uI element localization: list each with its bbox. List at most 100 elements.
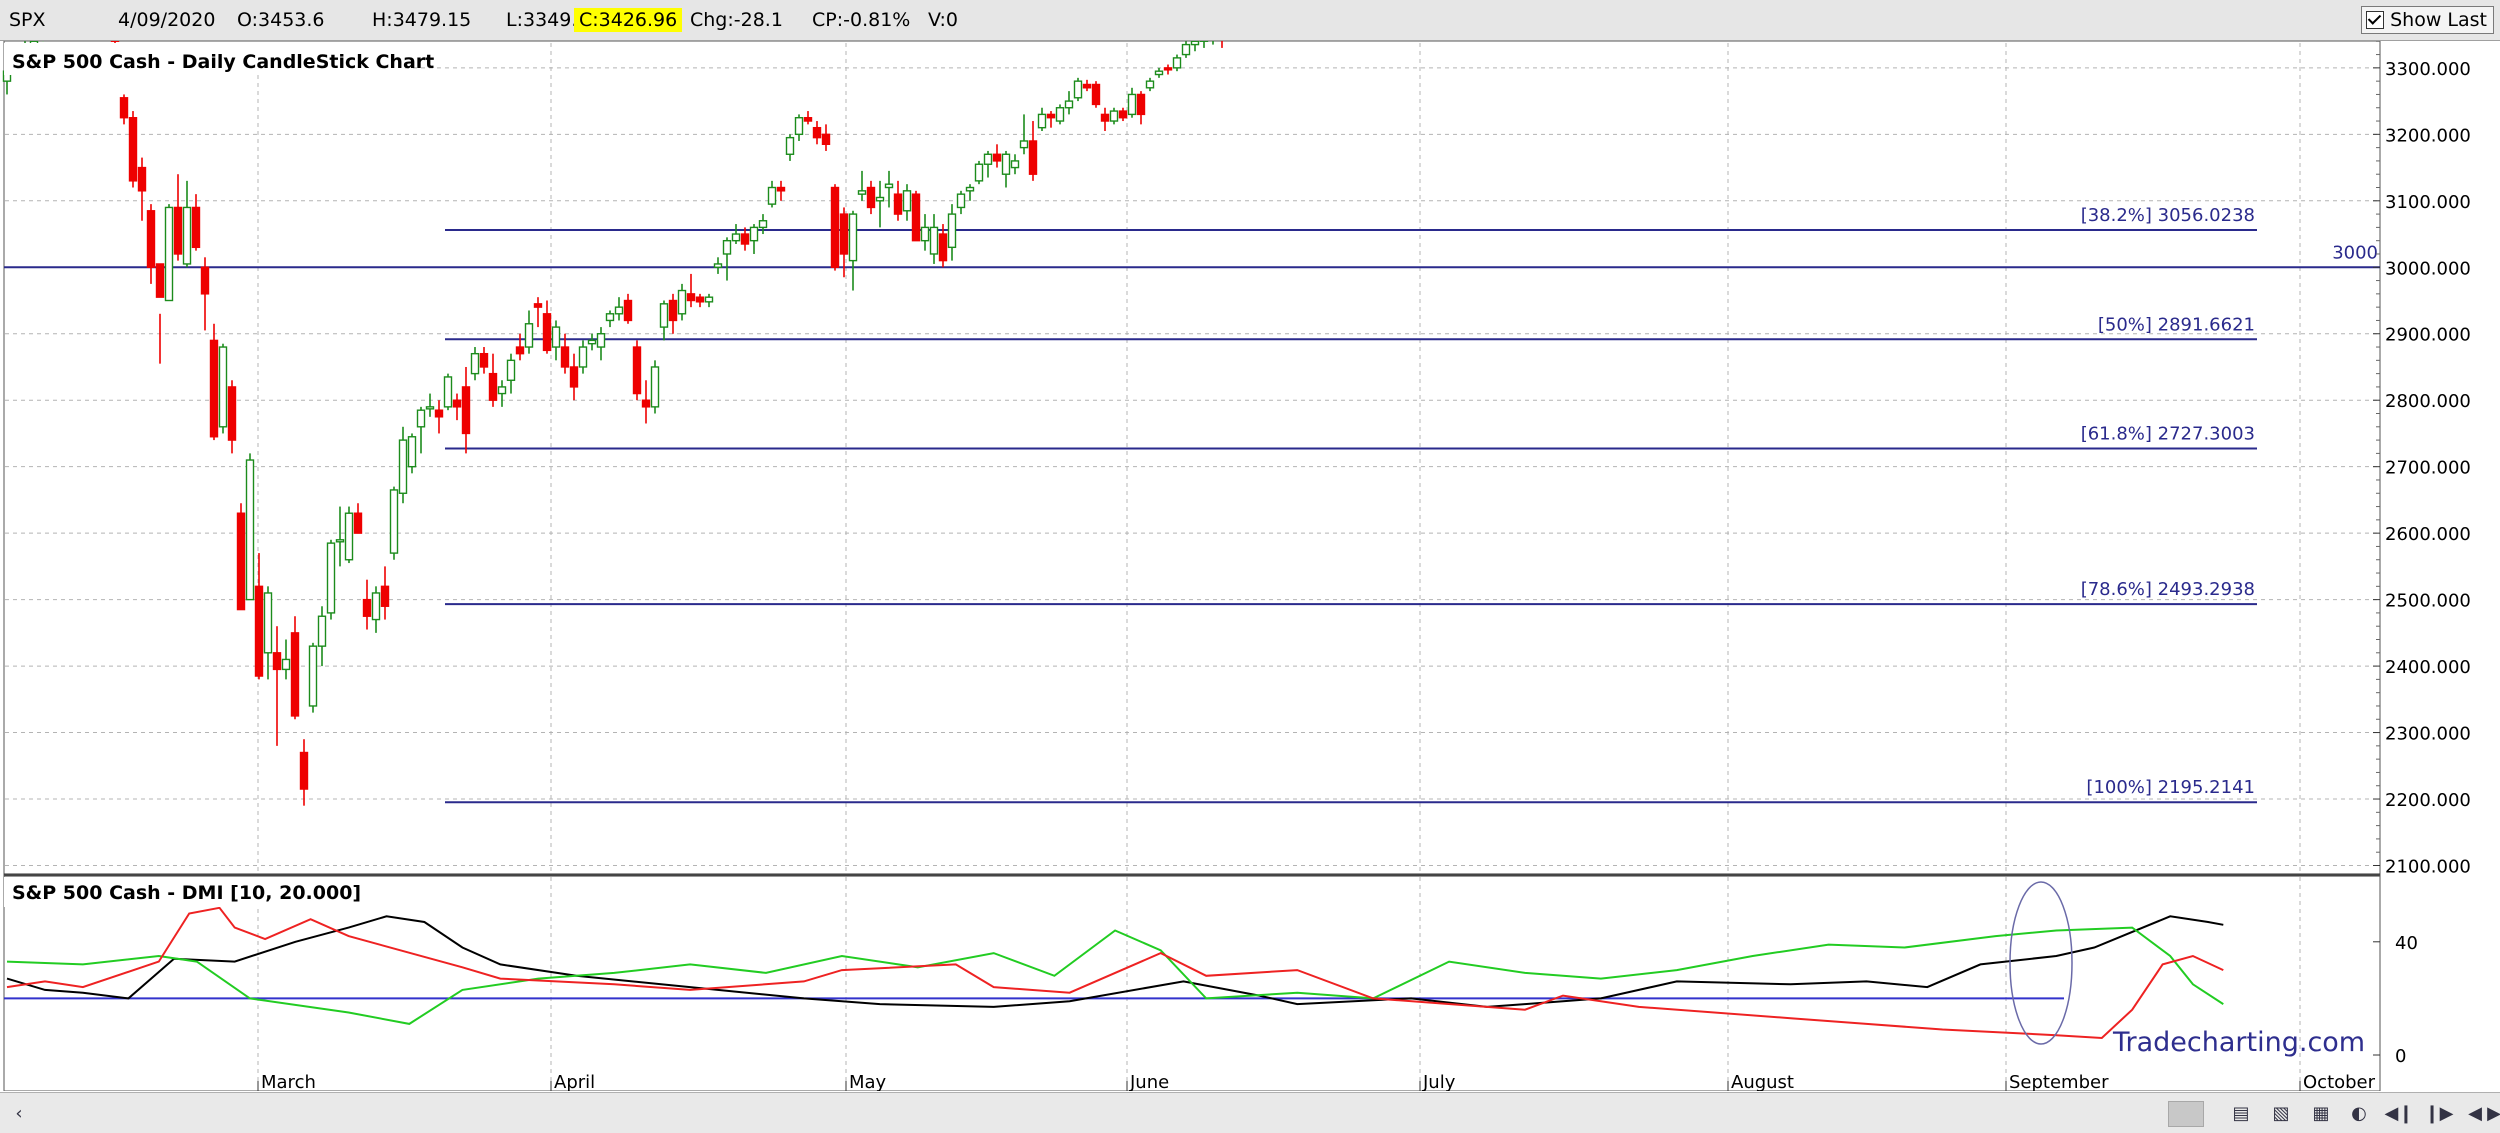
candle[interactable] bbox=[409, 433, 416, 473]
candle[interactable] bbox=[634, 340, 641, 400]
save-chart-icon[interactable]: ▤ bbox=[2226, 1099, 2256, 1127]
candle[interactable] bbox=[130, 111, 137, 187]
candle[interactable] bbox=[823, 124, 830, 151]
candle[interactable] bbox=[256, 553, 263, 679]
candle[interactable] bbox=[202, 257, 209, 330]
candle[interactable] bbox=[211, 324, 218, 440]
candle[interactable] bbox=[832, 184, 839, 270]
candle[interactable] bbox=[1012, 154, 1019, 174]
candle[interactable] bbox=[1147, 78, 1154, 91]
candle[interactable] bbox=[787, 134, 794, 161]
candle[interactable] bbox=[490, 354, 497, 407]
fit-chart-icon[interactable]: ◐ bbox=[2344, 1099, 2374, 1127]
candle[interactable] bbox=[607, 310, 614, 327]
candle[interactable] bbox=[886, 171, 893, 208]
candle[interactable] bbox=[1057, 104, 1064, 124]
candle[interactable] bbox=[1174, 55, 1181, 72]
candle[interactable] bbox=[499, 380, 506, 407]
candle[interactable] bbox=[1120, 108, 1127, 121]
candle[interactable] bbox=[121, 94, 128, 124]
candle[interactable] bbox=[913, 191, 920, 241]
export-chart-icon[interactable]: ▦ bbox=[2306, 1099, 2336, 1127]
candle[interactable] bbox=[1084, 80, 1091, 91]
candle[interactable] bbox=[1093, 81, 1100, 108]
candle[interactable] bbox=[724, 237, 731, 280]
candle[interactable] bbox=[859, 171, 866, 201]
candle[interactable] bbox=[508, 354, 515, 394]
candle[interactable] bbox=[1219, 41, 1226, 48]
print-chart-icon[interactable]: ▧ bbox=[2266, 1099, 2296, 1127]
chart-canvas[interactable]: 35003000[0%] 3588.11[38.2%] 3056.0238[50… bbox=[0, 41, 2500, 1091]
step-back-icon[interactable]: ◀ bbox=[2460, 1099, 2490, 1127]
candle[interactable] bbox=[193, 194, 200, 250]
candle[interactable] bbox=[472, 347, 479, 380]
candle[interactable] bbox=[868, 181, 875, 214]
candle[interactable] bbox=[175, 174, 182, 260]
candle[interactable] bbox=[697, 294, 704, 307]
candle[interactable] bbox=[166, 204, 173, 300]
candle[interactable] bbox=[625, 294, 632, 324]
candle[interactable] bbox=[553, 320, 560, 360]
horizontal-scrollbar-thumb[interactable] bbox=[2168, 1101, 2204, 1127]
candle[interactable] bbox=[292, 616, 299, 719]
candle[interactable] bbox=[1111, 108, 1118, 125]
candle[interactable] bbox=[769, 181, 776, 208]
candle[interactable] bbox=[1138, 91, 1145, 124]
step-forward-icon[interactable]: ▶ bbox=[2488, 1099, 2500, 1127]
candle[interactable] bbox=[877, 181, 884, 228]
candle[interactable] bbox=[949, 204, 956, 260]
candle[interactable] bbox=[715, 257, 722, 274]
candle[interactable] bbox=[346, 507, 353, 563]
candle[interactable] bbox=[463, 367, 470, 453]
checkbox-check-icon[interactable] bbox=[2366, 11, 2384, 29]
candle[interactable] bbox=[220, 344, 227, 434]
candle[interactable] bbox=[310, 643, 317, 713]
candle[interactable] bbox=[670, 294, 677, 334]
candle[interactable] bbox=[1210, 41, 1217, 45]
candle[interactable] bbox=[301, 739, 308, 805]
candle[interactable] bbox=[706, 294, 713, 307]
candle[interactable] bbox=[1066, 91, 1073, 114]
candle[interactable] bbox=[733, 224, 740, 244]
candle[interactable] bbox=[985, 151, 992, 178]
candle[interactable] bbox=[238, 503, 245, 609]
candle[interactable] bbox=[283, 640, 290, 680]
candle[interactable] bbox=[652, 360, 659, 413]
candle[interactable] bbox=[679, 284, 686, 321]
candle[interactable] bbox=[526, 310, 533, 353]
candle[interactable] bbox=[265, 586, 272, 679]
candle[interactable] bbox=[454, 394, 461, 421]
candle[interactable] bbox=[616, 297, 623, 320]
candle[interactable] bbox=[1183, 41, 1190, 58]
candle[interactable] bbox=[1030, 121, 1037, 181]
candle[interactable] bbox=[364, 580, 371, 630]
candle[interactable] bbox=[931, 214, 938, 264]
candle[interactable] bbox=[805, 111, 812, 124]
candle[interactable] bbox=[1129, 88, 1136, 118]
candle[interactable] bbox=[517, 334, 524, 361]
jump-start-icon[interactable]: ◀❙ bbox=[2384, 1099, 2414, 1127]
candle[interactable] bbox=[391, 487, 398, 560]
candle[interactable] bbox=[1165, 65, 1172, 75]
candle[interactable] bbox=[598, 327, 605, 360]
candle[interactable] bbox=[157, 264, 164, 364]
candle[interactable] bbox=[751, 224, 758, 254]
candle[interactable] bbox=[589, 334, 596, 351]
candle[interactable] bbox=[922, 214, 929, 251]
candle[interactable] bbox=[427, 394, 434, 417]
candle[interactable] bbox=[1192, 41, 1199, 51]
candle[interactable] bbox=[796, 114, 803, 141]
scroll-left-arrow-icon[interactable]: ‹ bbox=[4, 1099, 34, 1127]
candle[interactable] bbox=[355, 503, 362, 533]
candle[interactable] bbox=[1102, 108, 1109, 131]
candle[interactable] bbox=[247, 453, 254, 599]
candle[interactable] bbox=[895, 181, 902, 221]
candle[interactable] bbox=[814, 121, 821, 144]
candle[interactable] bbox=[958, 191, 965, 214]
candle[interactable] bbox=[535, 297, 542, 327]
candle[interactable] bbox=[328, 540, 335, 620]
candle[interactable] bbox=[1048, 111, 1055, 128]
candle[interactable] bbox=[850, 211, 857, 291]
candle[interactable] bbox=[661, 301, 668, 341]
candle[interactable] bbox=[1039, 108, 1046, 131]
